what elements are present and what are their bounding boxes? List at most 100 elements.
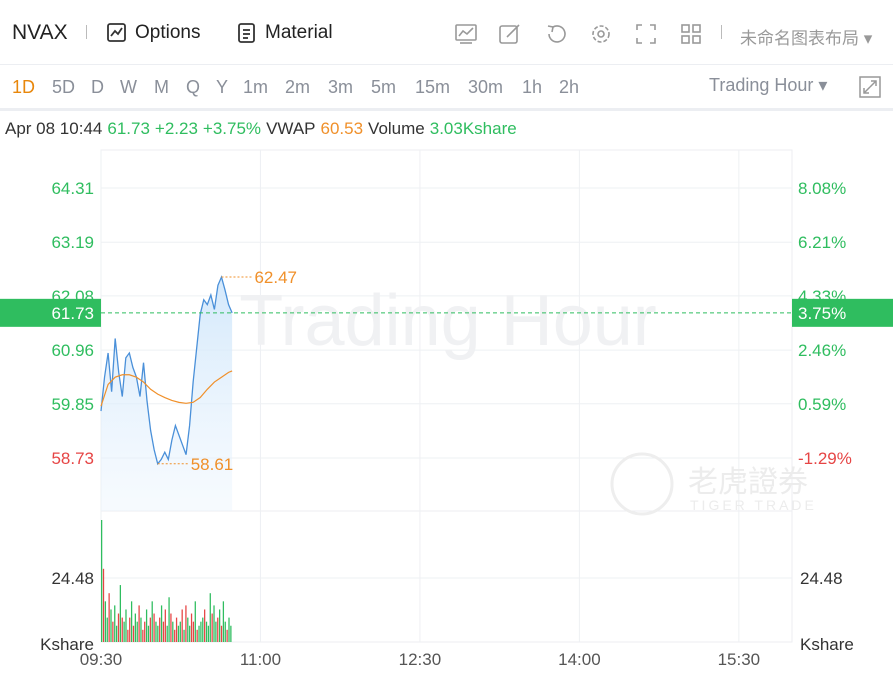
tab-1h[interactable]: 1h — [522, 77, 543, 97]
tab-2h[interactable]: 2h — [559, 77, 580, 97]
layout-grid-icon[interactable] — [679, 22, 703, 46]
volume-bar — [219, 609, 221, 642]
tab-y[interactable]: Y — [216, 77, 229, 97]
volume-bar — [175, 617, 178, 642]
volume-bar — [114, 605, 116, 642]
tab-q[interactable]: Q — [186, 77, 201, 97]
volume-tick-label-right: 24.48 — [800, 569, 843, 588]
volume-bar — [153, 613, 155, 642]
volume-bar — [179, 621, 181, 642]
tab-5d[interactable]: 5D — [52, 77, 76, 97]
volume-bar — [115, 625, 118, 642]
volume-bar — [149, 617, 151, 642]
tab-1m[interactable]: 1m — [243, 77, 269, 97]
volume-unit-label: Kshare — [40, 635, 94, 654]
time-tick-label: 09:30 — [80, 650, 123, 669]
volume-bar — [228, 617, 230, 642]
volume-bar — [112, 621, 114, 642]
quote-change-pct: +3.75% — [202, 119, 262, 138]
settings-icon[interactable] — [589, 22, 613, 46]
volume-bar — [162, 621, 165, 642]
reset-icon[interactable] — [544, 22, 568, 46]
volume-bar — [183, 629, 185, 642]
volume-bar — [207, 625, 210, 642]
pct-tick-label: 6.21% — [798, 233, 846, 252]
top-toolbar: NVAX Options Material — [0, 0, 893, 65]
tab-15m[interactable]: 15m — [415, 77, 451, 97]
divider — [721, 25, 722, 39]
tab-d[interactable]: D — [91, 77, 104, 97]
layout-name-select[interactable]: 未命名图表布局 ▾ — [740, 24, 872, 49]
volume-bar — [172, 621, 174, 642]
quote-price: 61.73 — [107, 119, 150, 138]
options-button[interactable]: Options — [106, 21, 200, 45]
volume-bar — [194, 601, 196, 642]
volume-bar — [129, 617, 131, 642]
volume-bar — [205, 621, 208, 642]
current-price-tag — [0, 298, 101, 327]
volume-bar — [181, 609, 183, 642]
volume-bar — [202, 617, 204, 642]
low-price-label: 58.61 — [191, 455, 234, 474]
pct-tick-label: 8.08% — [798, 179, 846, 198]
tab-30m[interactable]: 30m — [468, 77, 504, 97]
expand-icon[interactable] — [858, 75, 882, 99]
volume-bar — [151, 601, 153, 642]
vwap-value: 60.53 — [320, 119, 364, 138]
volume-bar — [140, 617, 142, 642]
tab-5m[interactable]: 5m — [371, 77, 397, 97]
volume-bar — [170, 613, 172, 642]
draw-icon[interactable] — [498, 22, 522, 46]
volume-bar — [142, 629, 144, 642]
time-tick-label: 14:00 — [558, 650, 601, 669]
price-tick-label: 59.85 — [51, 395, 94, 414]
tab-1d[interactable]: 1D — [12, 77, 36, 97]
volume-bar — [127, 629, 129, 642]
volume-bar — [117, 613, 120, 642]
volume-bar — [198, 625, 200, 642]
fullscreen-icon[interactable] — [634, 22, 658, 46]
volume-bar — [174, 629, 176, 642]
volume-bar — [125, 609, 127, 642]
layout-name-label: 未命名图表布局 — [740, 29, 859, 48]
volume-bar — [101, 520, 103, 642]
tab-2m[interactable]: 2m — [285, 77, 311, 97]
vwap-line — [100, 370, 233, 407]
pct-tick-label: 0.59% — [798, 395, 846, 414]
volume-bar — [220, 625, 223, 642]
volume-bar — [155, 621, 157, 642]
volume-bar — [102, 568, 105, 642]
ticker-symbol[interactable]: NVAX — [12, 21, 68, 44]
pct-tick-label: -1.29% — [798, 449, 852, 468]
volume-bar — [134, 613, 136, 642]
current-pct-tag — [792, 298, 893, 327]
volume-bar — [200, 621, 202, 642]
caret-down-icon: ▾ — [863, 29, 873, 48]
volume-bar — [190, 613, 193, 642]
session-select-label: Trading Hour — [709, 75, 814, 95]
volume-bar — [157, 625, 159, 642]
tab-w[interactable]: W — [120, 77, 137, 97]
volume-bar — [147, 625, 150, 642]
volume-bar — [189, 625, 191, 642]
volume-tick-label: 24.48 — [51, 569, 94, 588]
volume-bar — [217, 617, 219, 642]
volume-bar — [104, 601, 107, 642]
indicator-icon[interactable] — [454, 22, 478, 46]
timeframe-tabs: 1D 5D D W M Q Y 1m 2m 3m 5m 15m 30m 1h 2… — [0, 64, 893, 111]
volume-bar — [192, 621, 195, 642]
options-icon — [107, 23, 126, 42]
document-icon — [238, 23, 255, 43]
current-price-label: 61.73 — [51, 304, 94, 323]
material-button[interactable]: Material — [236, 21, 333, 45]
volume-bar — [164, 609, 166, 642]
tiger-logo-icon — [610, 452, 674, 516]
session-select[interactable]: Trading Hour ▾ — [709, 75, 827, 96]
volume-bar — [130, 601, 133, 642]
tab-3m[interactable]: 3m — [328, 77, 354, 97]
quote-change: +2.23 — [154, 119, 198, 138]
volume-bar — [226, 629, 228, 642]
tab-m[interactable]: M — [154, 77, 169, 97]
volume-value: 3.03Kshare — [429, 119, 517, 138]
